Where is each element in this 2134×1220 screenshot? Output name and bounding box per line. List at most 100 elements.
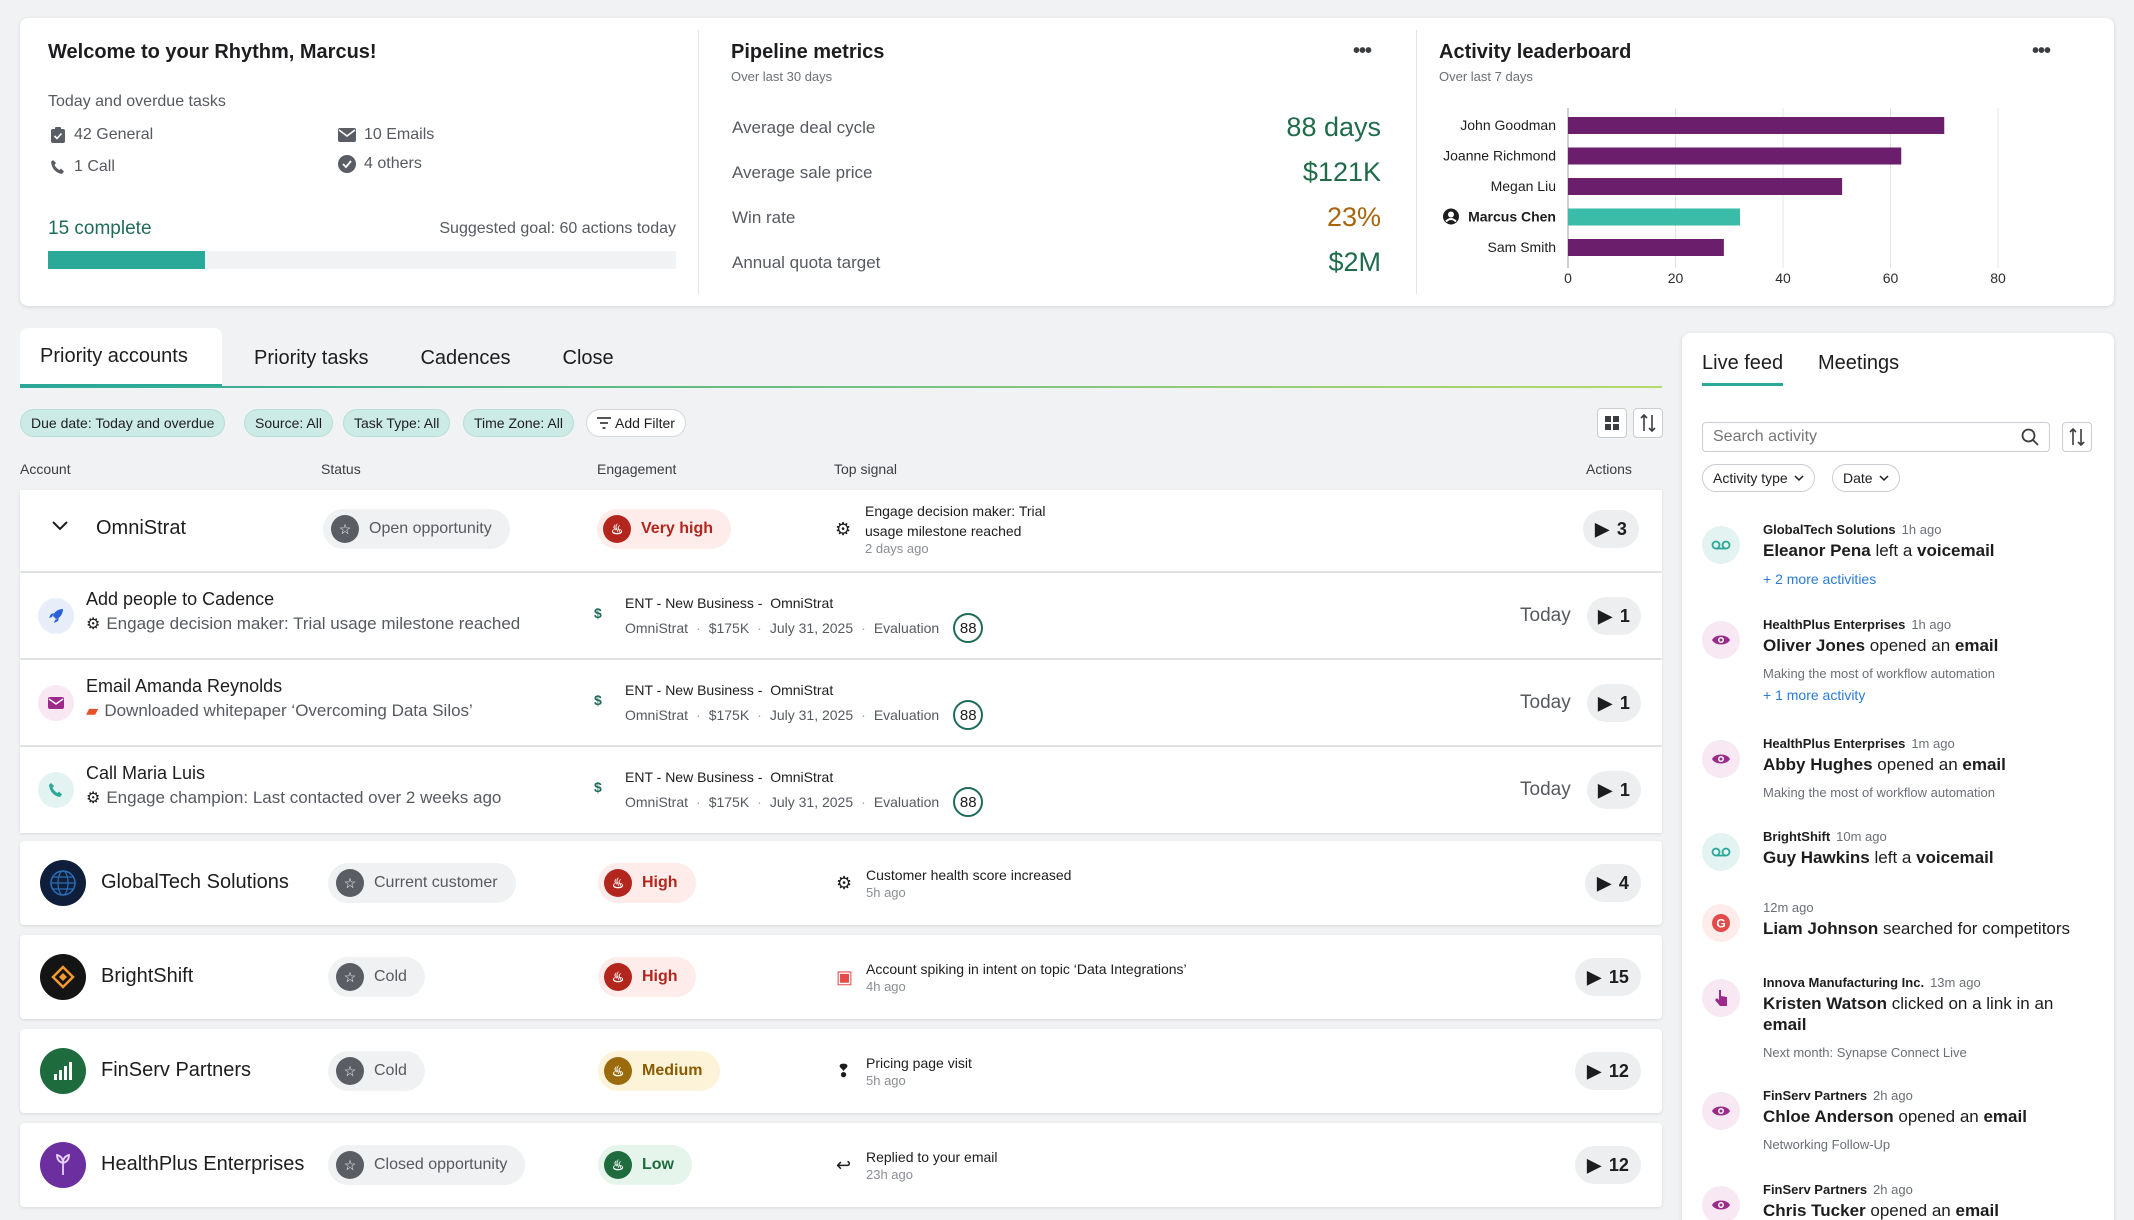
- feed-item[interactable]: BrightShift 10m ago Guy Hawkins left a voi…: [1763, 829, 2093, 868]
- feed-person[interactable]: Liam Johnson: [1763, 919, 1879, 938]
- feed-more-link[interactable]: + 1 more activity: [1763, 687, 1866, 703]
- tab-priority-accounts[interactable]: Priority accounts: [20, 328, 222, 388]
- feed-action: opened an: [1865, 1201, 1956, 1220]
- account-row-omnistrat[interactable]: [20, 490, 1662, 572]
- filter-due-date[interactable]: Due date: Today and overdue: [20, 409, 226, 437]
- tab-priority-tasks[interactable]: Priority tasks: [254, 346, 369, 369]
- activity-type-filter[interactable]: Activity type: [1702, 464, 1815, 492]
- filter-source[interactable]: Source: All: [244, 409, 333, 437]
- tab-meetings[interactable]: Meetings: [1818, 352, 1900, 374]
- signal-icon: ⚙: [836, 873, 853, 893]
- bar-megan-liu[interactable]: [1568, 178, 1843, 195]
- actions-button[interactable]: ▶ 3: [1583, 510, 1639, 548]
- task-row[interactable]: [20, 747, 1662, 833]
- search-icon[interactable]: [2021, 428, 2039, 446]
- feed-item[interactable]: HealthPlus Enterprises 1m ago Abby Hughes …: [1763, 736, 2093, 800]
- signal-icon: ⚙: [835, 519, 852, 539]
- feed-person[interactable]: Eleanor Pena: [1763, 541, 1871, 560]
- feed-time: 1h ago: [1911, 617, 1952, 632]
- feed-person[interactable]: Abby Hughes: [1763, 755, 1873, 774]
- filter-time-zone[interactable]: Time Zone: All: [463, 409, 574, 437]
- feed-item[interactable]: GlobalTech Solutions 1h ago Eleanor Pena l…: [1763, 522, 2093, 587]
- actions-button[interactable]: ▶ 12: [1575, 1146, 1641, 1184]
- bar-marcus-chen[interactable]: [1568, 208, 1740, 226]
- grid-icon: [1605, 416, 1619, 430]
- feed-person[interactable]: Guy Hawkins: [1763, 848, 1870, 867]
- grid-view-button[interactable]: [1597, 408, 1627, 438]
- deal-name[interactable]: ENT - New Business - OmniStrat: [625, 595, 834, 611]
- task-subtitle: ▰ Downloaded whitepaper ‘Overcoming Data …: [86, 701, 473, 721]
- feed-item[interactable]: HealthPlus Enterprises 1h ago Oliver Jones…: [1763, 617, 2093, 703]
- task-action-button[interactable]: ▶ 1: [1587, 771, 1641, 809]
- task-row[interactable]: [20, 573, 1662, 659]
- task-subtitle: ⚙ Engage decision maker: Trial usage mile…: [86, 614, 520, 634]
- feed-person[interactable]: Kristen Watson: [1763, 994, 1888, 1013]
- tab-live-feed[interactable]: Live feed: [1702, 352, 1784, 386]
- bar-joanne-richmond[interactable]: [1568, 147, 1902, 165]
- more-icon[interactable]: •••: [1353, 40, 1372, 62]
- diamond-logo-icon: [40, 954, 86, 1000]
- other-tasks[interactable]: 4 others: [338, 155, 422, 173]
- search-activity[interactable]: [1702, 422, 2050, 452]
- feed-time: 1h ago: [1901, 522, 1942, 537]
- feed-item[interactable]: 12m ago Liam Johnson searched for competi…: [1763, 900, 2093, 939]
- feed-sort-button[interactable]: [2062, 422, 2092, 452]
- task-title[interactable]: Add people to Cadence: [86, 589, 275, 609]
- account-row[interactable]: [20, 841, 1662, 925]
- account-name[interactable]: OmniStrat: [96, 517, 187, 539]
- email-tasks[interactable]: 10 Emails: [338, 126, 434, 144]
- account-name[interactable]: FinServ Partners: [101, 1059, 252, 1081]
- status-label: Current customer: [374, 874, 498, 891]
- user-icon: [1443, 208, 1459, 225]
- actions-button[interactable]: ▶ 12: [1575, 1052, 1641, 1090]
- sort-button[interactable]: [1633, 408, 1663, 438]
- feed-more-link[interactable]: + 2 more activities: [1763, 571, 1877, 587]
- feed-item[interactable]: Innova Manufacturing Inc. 13m ago Kristen …: [1763, 975, 2093, 1060]
- task-action-button[interactable]: ▶ 1: [1587, 597, 1641, 635]
- call-tasks[interactable]: 1 Call: [50, 158, 115, 176]
- account-row[interactable]: [20, 1029, 1662, 1113]
- bar-sam-smith[interactable]: [1568, 239, 1724, 256]
- task-title[interactable]: Email Amanda Reynolds: [86, 676, 283, 696]
- deal-name[interactable]: ENT - New Business - OmniStrat: [625, 769, 834, 785]
- more-icon[interactable]: •••: [2032, 40, 2051, 62]
- activity-type-label: Activity type: [1713, 470, 1788, 486]
- feed-company[interactable]: FinServ Partners: [1763, 1088, 1868, 1103]
- date-filter[interactable]: Date: [1832, 464, 1900, 492]
- chevron-down-icon[interactable]: [50, 519, 70, 538]
- date-filter-label: Date: [1843, 470, 1873, 486]
- actions-button[interactable]: ▶ 15: [1575, 958, 1641, 996]
- feed-item[interactable]: FinServ Partners 2h ago Chris Tucker opene…: [1763, 1182, 2093, 1220]
- account-row[interactable]: [20, 1123, 1662, 1207]
- tab-close[interactable]: Close: [562, 346, 614, 369]
- whitepaper-icon: ▰: [86, 703, 99, 720]
- star-icon: ☆: [331, 515, 359, 543]
- task-row[interactable]: [20, 660, 1662, 746]
- feed-person[interactable]: Chris Tucker: [1763, 1201, 1866, 1220]
- general-tasks[interactable]: 42 General: [50, 126, 153, 144]
- feed-item[interactable]: FinServ Partners 2h ago Chloe Anderson ope…: [1763, 1088, 2093, 1152]
- task-title[interactable]: Call Maria Luis: [86, 763, 206, 783]
- account-row[interactable]: [20, 935, 1662, 1019]
- feed-company[interactable]: FinServ Partners: [1763, 1182, 1868, 1197]
- filter-task-type[interactable]: Task Type: All: [343, 409, 451, 437]
- account-name[interactable]: BrightShift: [101, 965, 194, 987]
- add-filter-button[interactable]: Add Filter: [586, 409, 686, 437]
- account-name[interactable]: GlobalTech Solutions: [101, 871, 289, 893]
- feed-company[interactable]: GlobalTech Solutions: [1763, 522, 1896, 537]
- top-signal: Account spiking in intent on topic ‘Data…: [866, 959, 1187, 994]
- bar-john-goodman[interactable]: [1568, 117, 1945, 134]
- feed-person[interactable]: Chloe Anderson: [1763, 1107, 1894, 1126]
- search-input[interactable]: [1713, 428, 2021, 446]
- deal-name[interactable]: ENT - New Business - OmniStrat: [625, 682, 834, 698]
- feed-company[interactable]: HealthPlus Enterprises: [1763, 736, 1906, 751]
- tab-cadences[interactable]: Cadences: [420, 346, 511, 369]
- actions-button[interactable]: ▶ 4: [1585, 864, 1641, 902]
- task-action-button[interactable]: ▶ 1: [1587, 684, 1641, 722]
- feed-company[interactable]: Innova Manufacturing Inc.: [1763, 975, 1925, 990]
- feed-company[interactable]: BrightShift: [1763, 829, 1831, 844]
- account-name[interactable]: HealthPlus Enterprises: [101, 1153, 305, 1175]
- feed-person[interactable]: Oliver Jones: [1763, 636, 1866, 655]
- feed-company[interactable]: HealthPlus Enterprises: [1763, 617, 1906, 632]
- feed-item-text: Eleanor Pena left a voicemail: [1763, 540, 2093, 561]
